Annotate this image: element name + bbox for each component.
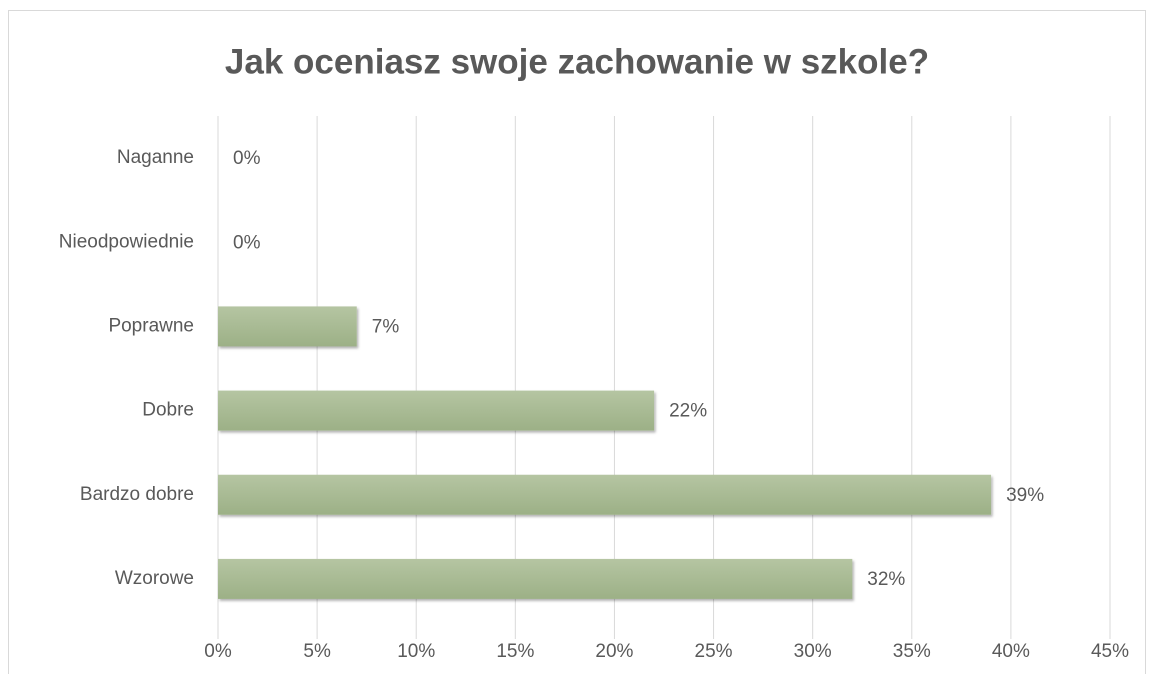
data-label: 0% [233, 232, 261, 253]
bar [218, 474, 992, 515]
data-label: 22% [669, 401, 707, 422]
chart-title: Jak oceniasz swoje zachowanie w szkole? [225, 42, 929, 81]
y-tick-label: Bardzo dobre [80, 484, 194, 505]
x-tick-label: 10% [397, 641, 435, 662]
data-label: 39% [1006, 485, 1044, 506]
x-tick-label: 25% [695, 641, 733, 662]
x-tick-label: 5% [303, 641, 331, 662]
x-tick-label: 30% [794, 641, 832, 662]
x-tick-label: 20% [595, 641, 633, 662]
y-tick-label: Dobre [142, 400, 194, 421]
bar [218, 390, 655, 431]
x-tick-label: 35% [893, 641, 931, 662]
y-tick-label: Poprawne [108, 315, 194, 336]
data-label: 32% [867, 569, 905, 590]
bar [218, 558, 853, 599]
x-tick-label: 40% [992, 641, 1030, 662]
x-tick-label: 0% [204, 641, 232, 662]
data-label: 0% [233, 148, 261, 169]
y-tick-label: Naganne [117, 147, 194, 168]
x-tick-label: 15% [496, 641, 534, 662]
data-label: 7% [372, 316, 400, 337]
y-tick-label: Nieodpowiednie [59, 231, 194, 252]
x-tick-label: 45% [1091, 641, 1129, 662]
bar [218, 306, 357, 347]
y-tick-label: Wzorowe [115, 568, 194, 589]
